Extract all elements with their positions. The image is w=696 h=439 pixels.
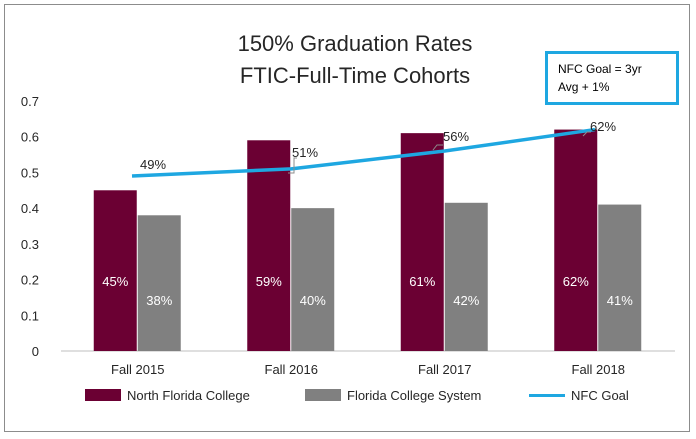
legend-item-goal: NFC Goal xyxy=(529,387,629,403)
bar-data-label: 59% xyxy=(256,274,282,289)
goal-annotation-line1: NFC Goal = 3yr xyxy=(558,62,642,76)
y-tick-label: 0.3 xyxy=(21,237,39,252)
x-tick-labels: Fall 2015 Fall 2016 Fall 2017 Fall 2018 xyxy=(111,362,625,377)
legend-item-fcs: Florida College System xyxy=(305,387,481,403)
y-tick-label: 0.2 xyxy=(21,273,39,288)
bar-fcs xyxy=(291,208,335,351)
bar-data-label: 62% xyxy=(563,274,589,289)
bar-data-label: 45% xyxy=(102,274,128,289)
goal-line xyxy=(131,127,596,178)
chart-title-line1: 150% Graduation Rates xyxy=(237,31,473,56)
goal-annotation-box: NFC Goal = 3yr Avg + 1% xyxy=(545,51,679,105)
goal-data-label: 56% xyxy=(443,129,469,144)
y-tick-label: 0.6 xyxy=(21,130,39,145)
bar-fcs xyxy=(444,202,488,351)
x-tick-label: Fall 2016 xyxy=(265,362,318,377)
goal-data-label: 51% xyxy=(292,145,318,160)
goal-label-leader xyxy=(288,157,297,174)
bar-fcs xyxy=(137,215,181,351)
chart-svg: 0 0.1 0.2 0.3 0.4 0.5 0.6 0.7 45% 38% 59% 40% 61% 42… xyxy=(21,94,675,377)
goal-label-leader xyxy=(582,131,591,137)
y-tick-label: 0.5 xyxy=(21,165,39,180)
bar-nfc xyxy=(93,190,137,351)
x-tick-label: Fall 2017 xyxy=(418,362,471,377)
bars xyxy=(93,129,642,351)
bar-fcs xyxy=(598,204,642,351)
bar-nfc xyxy=(400,133,444,351)
y-tick-label: 0.7 xyxy=(21,94,39,109)
x-tick-label: Fall 2018 xyxy=(572,362,625,377)
y-tick-label: 0.1 xyxy=(21,308,39,323)
x-tick-label: Fall 2015 xyxy=(111,362,164,377)
y-tick-label: 0.4 xyxy=(21,201,39,216)
bar-labels: 45% 38% 59% 40% 61% 42% 62% 41% xyxy=(102,274,633,308)
chart-frame: 0 0.1 0.2 0.3 0.4 0.5 0.6 0.7 45% 38% 59% 40% 61% 42… xyxy=(4,4,690,432)
bar-nfc xyxy=(554,129,598,351)
bar-nfc xyxy=(247,140,291,351)
legend-swatch-goal xyxy=(529,393,565,397)
bar-data-label: 40% xyxy=(300,293,326,308)
goal-label-leader xyxy=(432,144,443,151)
goal-line-group: 49% 51% 56% 62% xyxy=(131,119,616,178)
legend-label-goal: NFC Goal xyxy=(571,387,629,403)
legend-label-nfc: North Florida College xyxy=(127,387,250,403)
goal-data-label: 62% xyxy=(590,119,616,134)
goal-annotation-line2: Avg + 1% xyxy=(558,80,610,94)
legend-label-fcs: Florida College System xyxy=(347,387,482,403)
legend-item-nfc: North Florida College xyxy=(85,387,250,403)
legend-swatch-nfc xyxy=(85,389,121,401)
bar-data-label: 38% xyxy=(146,293,172,308)
y-ticks: 0 0.1 0.2 0.3 0.4 0.5 0.6 0.7 xyxy=(21,94,39,359)
y-tick-label: 0 xyxy=(32,344,39,359)
bar-data-label: 41% xyxy=(607,293,633,308)
legend-swatch-fcs xyxy=(305,389,341,401)
chart-title-line2: FTIC-Full-Time Cohorts xyxy=(239,63,471,88)
bar-data-label: 61% xyxy=(409,274,435,289)
goal-data-label: 49% xyxy=(140,157,166,172)
bar-data-label: 42% xyxy=(453,293,479,308)
